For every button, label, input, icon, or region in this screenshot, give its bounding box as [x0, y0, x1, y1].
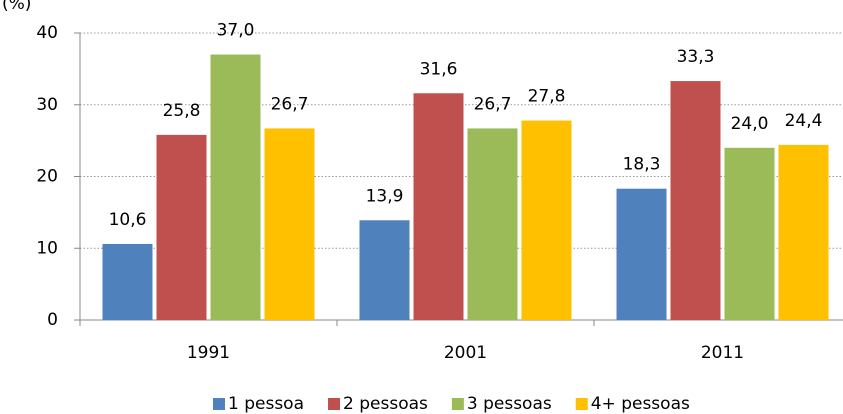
- bar: [102, 243, 153, 320]
- data-label: 25,8: [163, 101, 201, 121]
- data-label: 27,8: [528, 87, 566, 107]
- bar: [264, 128, 315, 320]
- y-tick-label: 30: [36, 95, 58, 115]
- data-label: 24,0: [731, 114, 769, 134]
- legend-label: 3 pessoas: [467, 394, 552, 414]
- bar: [210, 54, 261, 321]
- legend-label: 4+ pessoas: [591, 394, 690, 414]
- legend-swatch: [575, 398, 588, 410]
- data-label: 37,0: [217, 21, 255, 41]
- bar: [778, 144, 829, 320]
- bar: [467, 128, 518, 320]
- x-tick-label: 2001: [444, 343, 487, 363]
- y-axis-label: (%): [2, 0, 31, 14]
- data-label: 10,6: [109, 210, 147, 230]
- data-label: 18,3: [623, 155, 661, 175]
- bar: [724, 147, 775, 320]
- y-tick-label: 20: [36, 167, 58, 187]
- x-tick-label: 1991: [187, 343, 230, 363]
- legend-label: 1 pessoa: [228, 394, 304, 414]
- data-label: 31,6: [420, 59, 458, 79]
- data-label: 33,3: [677, 47, 715, 67]
- legend-label: 2 pessoas: [343, 394, 428, 414]
- bar: [670, 81, 721, 320]
- legend-swatch: [213, 398, 225, 410]
- y-tick-label: 0: [47, 310, 58, 330]
- bar: [521, 120, 572, 320]
- y-tick-label: 40: [36, 23, 58, 43]
- x-tick-label: 2011: [701, 343, 744, 363]
- data-label: 13,9: [366, 186, 404, 206]
- bar: [616, 188, 667, 320]
- y-tick-label: 10: [36, 238, 58, 258]
- bar: [359, 220, 410, 320]
- legend-swatch: [451, 398, 464, 410]
- data-label: 26,7: [271, 94, 309, 114]
- bar: [156, 134, 207, 320]
- data-label: 24,4: [785, 111, 823, 131]
- legend-swatch: [328, 398, 341, 410]
- data-label: 26,7: [474, 94, 512, 114]
- bar: [413, 93, 464, 321]
